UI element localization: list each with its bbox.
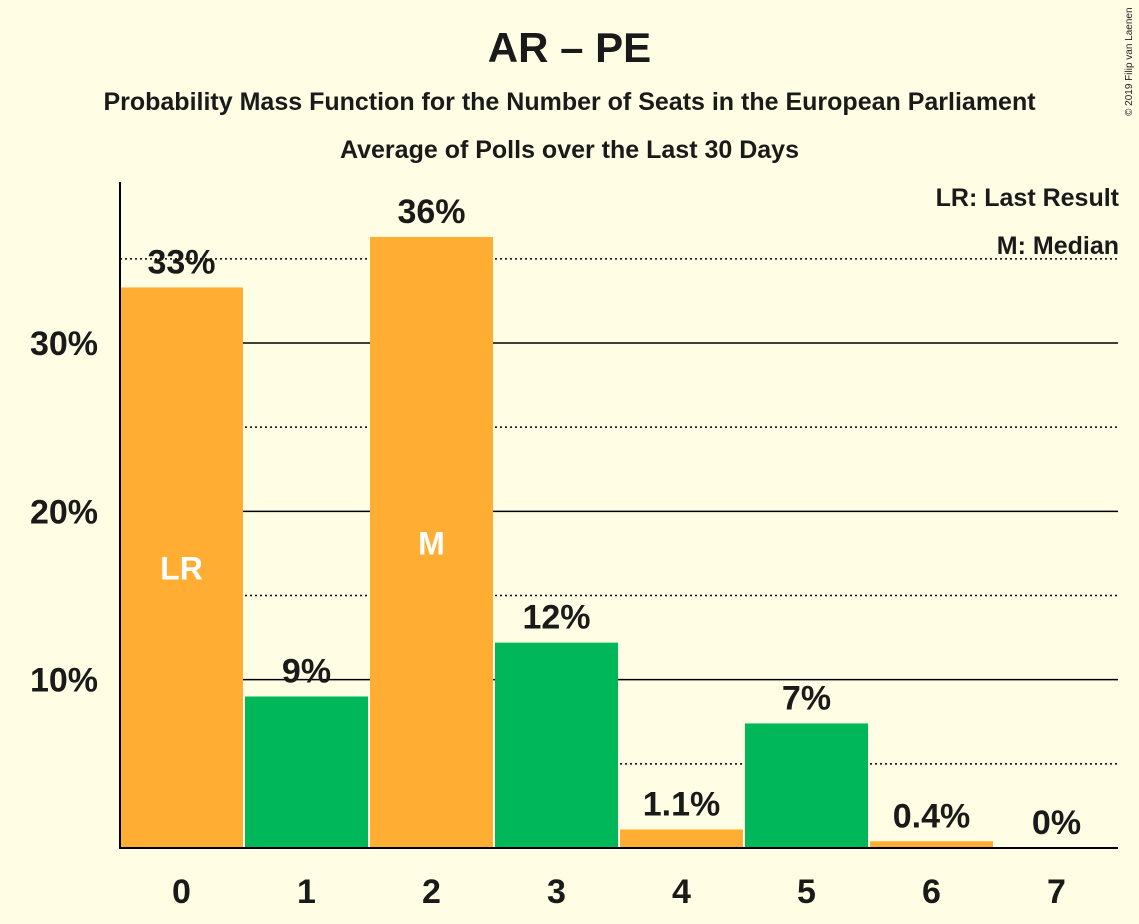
chart-subtitle-2: Average of Polls over the Last 30 Days [340, 136, 799, 164]
x-tick-label: 7 [1047, 873, 1066, 911]
x-tick-label: 0 [172, 873, 191, 911]
bar-marker-lr: LR [160, 551, 203, 587]
y-tick-label: 30% [30, 325, 98, 363]
bar-value-label: 36% [397, 193, 465, 231]
bar-value-label: 0.4% [893, 797, 971, 835]
bar-6 [870, 841, 993, 848]
bar-5 [745, 723, 868, 848]
bar-1 [245, 696, 368, 848]
y-tick-label: 20% [30, 493, 98, 531]
legend-median: M: Median [996, 232, 1119, 260]
bars [120, 236, 993, 848]
bar-2 [370, 236, 493, 848]
bar-value-label: 9% [282, 653, 331, 691]
x-tick-label: 3 [547, 873, 566, 911]
x-tick-label: 5 [797, 873, 816, 911]
x-tick-label: 6 [922, 873, 941, 911]
bar-value-label: 33% [147, 243, 215, 281]
y-tick-label: 10% [30, 662, 98, 700]
x-tick-label: 2 [422, 873, 441, 911]
bar-value-label: 1.1% [643, 785, 721, 823]
x-tick-label: 1 [297, 873, 316, 911]
bar-3 [495, 642, 618, 848]
axes [119, 182, 1118, 849]
chart-title: AR – PE [487, 24, 652, 71]
gridlines [120, 258, 1118, 765]
bar-value-label: 0% [1032, 804, 1081, 842]
legend-last-result: LR: Last Result [935, 184, 1119, 212]
bar-marker-m: M [418, 525, 445, 561]
labels: 10% 20% 30% 33% LR 0 9% 1 36% M 2 12% 3 1.1% 4 7% 5 0.4% 6… [30, 193, 1081, 911]
bar-0 [120, 287, 243, 848]
bar-4 [620, 829, 743, 848]
bar-value-label: 7% [782, 679, 831, 717]
x-tick-label: 4 [672, 873, 691, 911]
chart-subtitle: Probability Mass Function for the Number… [103, 88, 1036, 116]
bar-value-label: 12% [522, 599, 590, 637]
